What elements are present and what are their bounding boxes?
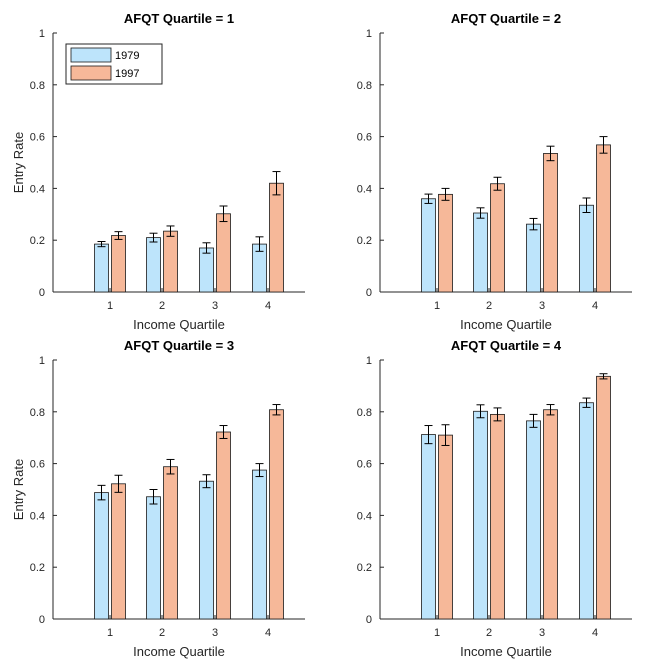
- bar-1979-q1: [421, 198, 436, 293]
- y-tick-label: 0: [366, 287, 372, 299]
- y-tick-label: 0.4: [30, 183, 45, 195]
- bar-1997-q3: [216, 213, 231, 293]
- chart-panel-1: 0 0.2 0.4 0.6 0.8 1 1 2 3 4 AFQT Quartile = 1 Incom…: [11, 11, 305, 332]
- y-tick-label: 1: [39, 355, 45, 367]
- bar-1997-q1: [438, 434, 453, 620]
- bar-1997-q1: [438, 193, 453, 293]
- y-tick-label: 0.2: [357, 562, 372, 574]
- legend-label: 1997: [115, 68, 139, 80]
- bar-1979-q3: [199, 480, 214, 620]
- panel-title: AFQT Quartile = 1: [124, 11, 234, 26]
- x-tick-label: 2: [159, 300, 165, 312]
- x-tick-label: 1: [107, 627, 113, 639]
- bar-1979-q2: [146, 237, 161, 293]
- x-tick-label: 4: [592, 627, 598, 639]
- x-tick-label: 4: [592, 300, 598, 312]
- x-axis-label: Income Quartile: [460, 644, 552, 659]
- x-tick-label: 3: [539, 300, 545, 312]
- y-tick-label: 0.6: [357, 459, 372, 471]
- panel-title: AFQT Quartile = 3: [124, 338, 234, 353]
- bar-1997-q3: [216, 431, 231, 620]
- bar-1997-q2: [163, 230, 178, 293]
- x-tick-label: 4: [265, 627, 271, 639]
- y-tick-label: 0: [366, 614, 372, 626]
- y-tick-label: 0.8: [357, 407, 372, 419]
- bar-1997-q4: [269, 409, 284, 620]
- bar-1997-q4: [596, 375, 611, 620]
- y-tick-label: 1: [39, 28, 45, 40]
- chart-panel-4: 0 0.2 0.4 0.6 0.8 1 1 2 3 4 AFQT Quartile = 4 Incom…: [357, 338, 632, 659]
- legend-swatch-1997: [70, 65, 112, 81]
- y-tick-label: 0.6: [30, 459, 45, 471]
- y-tick-label: 1: [366, 28, 372, 40]
- chart-panel-3: 0 0.2 0.4 0.6 0.8 1 1 2 3 4 AFQT Quartile = 3 Incom…: [11, 338, 305, 659]
- y-tick-label: 0.2: [30, 235, 45, 247]
- y-tick-label: 0: [39, 614, 45, 626]
- y-tick-label: 0.6: [30, 132, 45, 144]
- bar-1997-q4: [596, 144, 611, 293]
- y-tick-label: 0.2: [30, 562, 45, 574]
- panel-title: AFQT Quartile = 2: [451, 11, 561, 26]
- x-tick-label: 2: [486, 627, 492, 639]
- legend: 1979 1997: [65, 43, 163, 85]
- y-tick-label: 0.8: [30, 407, 45, 419]
- y-tick-label: 0.4: [30, 510, 45, 522]
- x-tick-label: 3: [212, 300, 218, 312]
- y-tick-label: 0.4: [357, 183, 372, 195]
- x-tick-label: 2: [486, 300, 492, 312]
- x-tick-label: 1: [434, 627, 440, 639]
- x-axis-label: Income Quartile: [133, 317, 225, 332]
- bar-1997-q1: [111, 235, 126, 293]
- bar-1979-q2: [473, 410, 488, 620]
- bar-1979-q4: [579, 402, 594, 620]
- bar-1997-q3: [543, 153, 558, 293]
- bar-1979-q1: [94, 243, 109, 293]
- x-axis-label: Income Quartile: [133, 644, 225, 659]
- bar-1979-q1: [94, 492, 109, 620]
- bar-1979-q2: [473, 212, 488, 293]
- bar-1979-q4: [579, 204, 594, 293]
- bar-1979-q2: [146, 496, 161, 620]
- x-tick-label: 1: [434, 300, 440, 312]
- bar-1997-q1: [111, 483, 126, 620]
- x-axis-label: Income Quartile: [460, 317, 552, 332]
- bar-1979-q3: [526, 223, 541, 293]
- bar-1979-q1: [421, 434, 436, 620]
- x-tick-label: 2: [159, 627, 165, 639]
- x-tick-label: 3: [212, 627, 218, 639]
- bar-1997-q2: [490, 183, 505, 293]
- y-tick-label: 0: [39, 287, 45, 299]
- y-tick-label: 0.4: [357, 510, 372, 522]
- bar-1997-q2: [163, 466, 178, 620]
- y-tick-label: 1: [366, 355, 372, 367]
- y-axis-label: Entry Rate: [11, 459, 26, 520]
- y-axis-label: Entry Rate: [11, 132, 26, 193]
- x-tick-label: 4: [265, 300, 271, 312]
- x-tick-label: 1: [107, 300, 113, 312]
- bar-1979-q3: [199, 247, 214, 293]
- bar-1979-q4: [252, 469, 267, 620]
- y-tick-label: 0.8: [357, 80, 372, 92]
- legend-label: 1979: [115, 50, 139, 62]
- panel-title: AFQT Quartile = 4: [451, 338, 562, 353]
- y-tick-label: 0.8: [30, 80, 45, 92]
- x-tick-label: 3: [539, 627, 545, 639]
- chart-panel-2: 0 0.2 0.4 0.6 0.8 1 1 2 3 4 AFQT Quartile = 2 Incom…: [357, 11, 632, 332]
- y-tick-label: 0.2: [357, 235, 372, 247]
- bar-1997-q4: [269, 182, 284, 293]
- legend-swatch-1979: [70, 47, 112, 63]
- bar-1997-q3: [543, 409, 558, 620]
- bar-1979-q3: [526, 420, 541, 620]
- bar-1997-q2: [490, 413, 505, 620]
- y-tick-label: 0.6: [357, 132, 372, 144]
